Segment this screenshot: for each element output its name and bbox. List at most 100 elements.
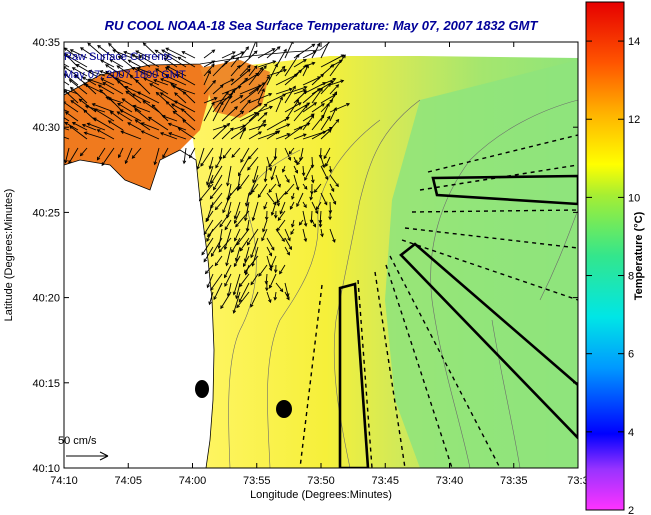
current-vector [196, 147, 205, 170]
current-vector [310, 210, 313, 223]
current-vector [80, 147, 88, 156]
current-vector-head [84, 104, 89, 109]
current-vector-head [53, 111, 56, 114]
current-vector [227, 165, 232, 186]
current-vector-head [304, 177, 308, 181]
cool-water-patch [385, 60, 578, 468]
current-vector-head [99, 70, 104, 74]
current-vector [249, 174, 259, 196]
current-vector [266, 237, 275, 251]
current-vector-head [96, 129, 101, 133]
current-vector [290, 228, 295, 235]
figure-title: RU COOL NOAA-18 Sea Surface Temperature:… [105, 18, 539, 33]
current-vector [329, 54, 346, 77]
current-vector-head [295, 186, 300, 191]
current-vector [250, 291, 259, 308]
current-vector [275, 97, 283, 113]
current-vector-head [335, 183, 339, 188]
current-vector-head [264, 280, 269, 285]
current-vector [275, 133, 290, 140]
current-vector-head [92, 117, 97, 121]
current-vector-head [311, 43, 316, 48]
current-vector-head [210, 253, 215, 257]
current-vector-head [207, 233, 211, 238]
current-vector [302, 131, 326, 140]
current-vector [329, 84, 339, 95]
current-vector [230, 128, 246, 140]
current-vector [168, 132, 187, 140]
current-vector [121, 130, 142, 140]
current-vector [293, 89, 306, 95]
current-vector [72, 122, 88, 131]
current-vector [244, 246, 250, 262]
scale-label: 50 cm/s [58, 435, 97, 447]
current-vector [320, 165, 329, 180]
current-vector-head [142, 42, 147, 47]
current-vector [257, 76, 270, 95]
current-vector-head [251, 217, 256, 222]
current-vector-head [273, 156, 278, 161]
current-vector-head [177, 127, 182, 131]
current-vector-head [83, 82, 87, 86]
current-vector-head [68, 160, 72, 165]
current-vector-head [326, 102, 330, 107]
current-vector-head [213, 97, 218, 101]
survey-boxes [338, 174, 578, 468]
current-vector [239, 127, 246, 140]
current-vector-head [79, 47, 84, 51]
current-vector-head [292, 85, 296, 90]
current-vector [275, 88, 293, 95]
current-vector-head [329, 99, 334, 103]
current-vector [143, 42, 160, 59]
current-vector-head [305, 64, 309, 69]
current-vector [218, 237, 232, 253]
current-vector [239, 273, 250, 287]
current-vector [221, 78, 234, 86]
current-vector-head [211, 49, 216, 53]
current-vector [320, 42, 330, 59]
current-vector-head [131, 66, 136, 71]
current-vector-head [236, 64, 241, 69]
current-vector-head [105, 64, 109, 68]
current-vector [263, 201, 268, 210]
current-vector [221, 51, 236, 59]
current-vector-head [303, 204, 307, 209]
current-vector-head [263, 205, 267, 210]
current-vector-head [234, 257, 239, 262]
current-vector [266, 117, 290, 131]
current-vector [212, 123, 230, 140]
current-vector [182, 119, 196, 131]
current-vector-head [263, 103, 268, 107]
current-vector-head [71, 122, 76, 126]
current-vector-head [273, 296, 278, 301]
current-vector-head [235, 223, 239, 228]
current-vector [64, 109, 70, 113]
current-vector [112, 49, 133, 59]
current-vector [248, 131, 262, 140]
current-vector [299, 147, 304, 161]
x-tick-label: 74:00 [179, 475, 207, 487]
current-vector-head [273, 214, 278, 219]
current-vector-head [335, 84, 340, 88]
current-vector-head [272, 60, 277, 64]
current-vector-head [279, 288, 284, 293]
current-vector [64, 66, 79, 77]
current-vector [329, 165, 332, 173]
current-vector-head [210, 180, 215, 185]
current-vector [100, 78, 115, 86]
current-vector [151, 104, 169, 122]
current-vector [319, 219, 322, 227]
current-vector [85, 84, 106, 95]
y-axis-label: Latitude (Degrees:Minutes) [3, 189, 15, 322]
current-vector-head [131, 53, 136, 58]
current-vector [203, 246, 214, 262]
current-vector [252, 201, 259, 221]
current-vector-head [129, 74, 134, 79]
current-vector-head [222, 209, 226, 214]
current-vector [296, 156, 304, 165]
current-vector [117, 103, 133, 113]
current-vector [257, 183, 268, 198]
current-vector-head [171, 85, 176, 89]
current-vector-head [170, 103, 175, 107]
current-vector-head [247, 155, 252, 160]
